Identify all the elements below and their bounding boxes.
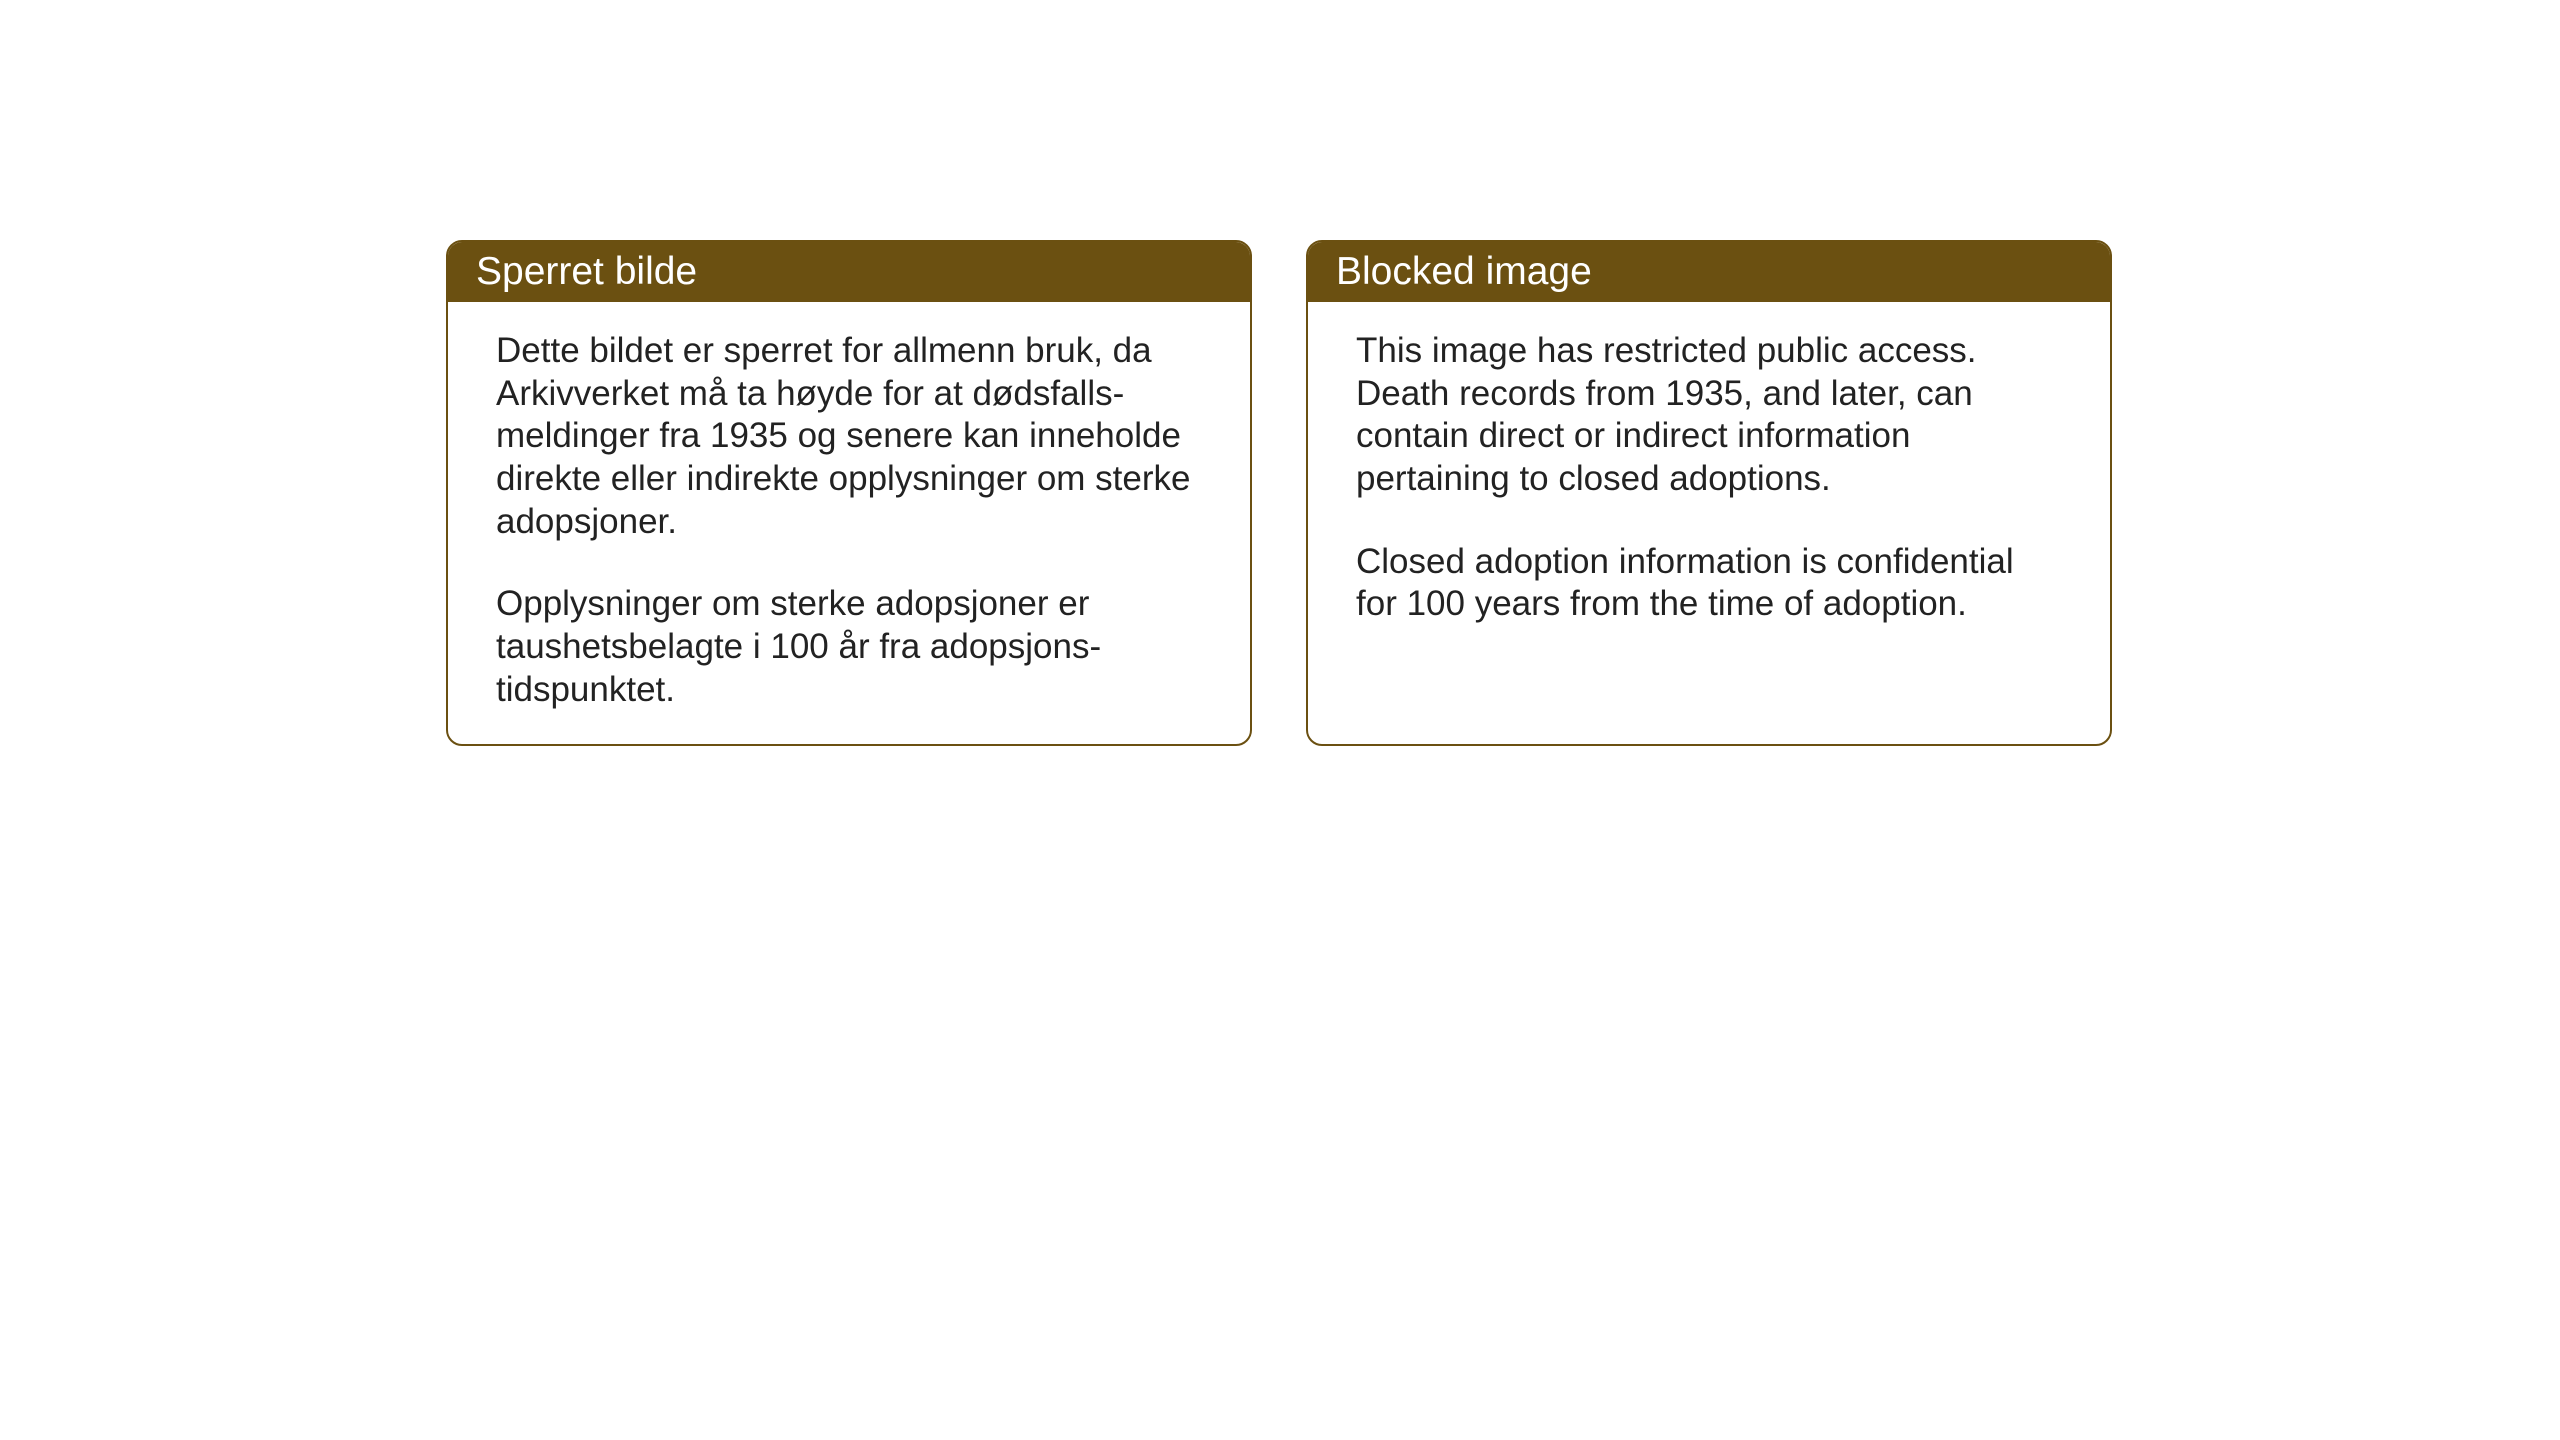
notice-header-norwegian: Sperret bilde — [448, 242, 1250, 302]
notice-box-norwegian: Sperret bilde Dette bildet er sperret fo… — [446, 240, 1252, 746]
notice-container: Sperret bilde Dette bildet er sperret fo… — [446, 240, 2112, 746]
notice-paragraph-1-english: This image has restricted public access.… — [1356, 330, 2062, 501]
notice-body-norwegian: Dette bildet er sperret for allmenn bruk… — [448, 302, 1250, 744]
notice-title-norwegian: Sperret bilde — [476, 250, 697, 293]
notice-body-english: This image has restricted public access.… — [1308, 302, 2110, 728]
notice-paragraph-1-norwegian: Dette bildet er sperret for allmenn bruk… — [496, 330, 1202, 543]
notice-box-english: Blocked image This image has restricted … — [1306, 240, 2112, 746]
notice-title-english: Blocked image — [1336, 250, 1592, 293]
notice-paragraph-2-norwegian: Opplysninger om sterke adopsjoner er tau… — [496, 583, 1202, 711]
notice-header-english: Blocked image — [1308, 242, 2110, 302]
notice-paragraph-2-english: Closed adoption information is confident… — [1356, 541, 2062, 626]
